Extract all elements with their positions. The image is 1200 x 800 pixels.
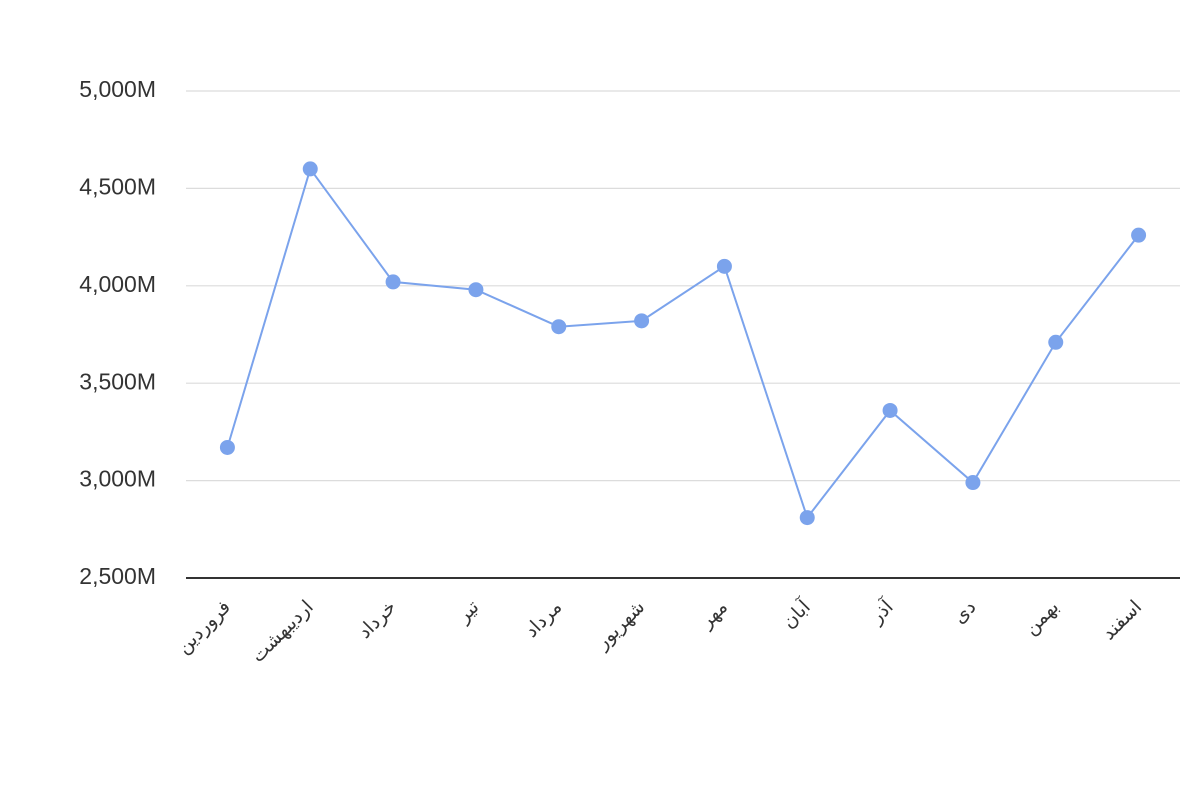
point xyxy=(468,282,484,298)
y-tick-label: 2,500M xyxy=(79,563,156,589)
x-tick-label: اردیبهشت xyxy=(248,597,318,667)
point xyxy=(1131,227,1147,243)
point xyxy=(799,510,815,526)
y-tick-label: 4,000M xyxy=(79,271,156,297)
point xyxy=(385,274,401,290)
x-tick-label: شهریور xyxy=(592,597,650,655)
point xyxy=(551,319,567,335)
y-tick-label: 3,500M xyxy=(79,368,156,394)
point xyxy=(716,258,732,274)
x-tick-label: تیر xyxy=(453,597,484,628)
y-tick-label: 3,000M xyxy=(79,466,156,492)
point xyxy=(219,439,235,455)
point xyxy=(302,161,318,177)
x-tick-label: اسفند xyxy=(1098,597,1146,645)
x-tick-label: خرداد xyxy=(354,597,400,643)
line xyxy=(226,166,1140,520)
y-tick-label: 4,500M xyxy=(79,173,156,199)
x-tick-label: آذر xyxy=(864,594,898,628)
x-tick-label: مرداد xyxy=(521,597,566,642)
point xyxy=(1048,334,1064,350)
y-tick-label: 5,000M xyxy=(79,76,156,102)
x-tick-label: مهر xyxy=(696,597,732,633)
point xyxy=(882,402,898,418)
x-tick-label: دی xyxy=(949,597,980,628)
x-tick-label: فروردین xyxy=(173,597,235,659)
point xyxy=(965,475,981,491)
x-tick-label: آبان xyxy=(776,594,815,633)
point xyxy=(634,313,650,329)
x-tick-label: بهمن xyxy=(1021,597,1064,640)
